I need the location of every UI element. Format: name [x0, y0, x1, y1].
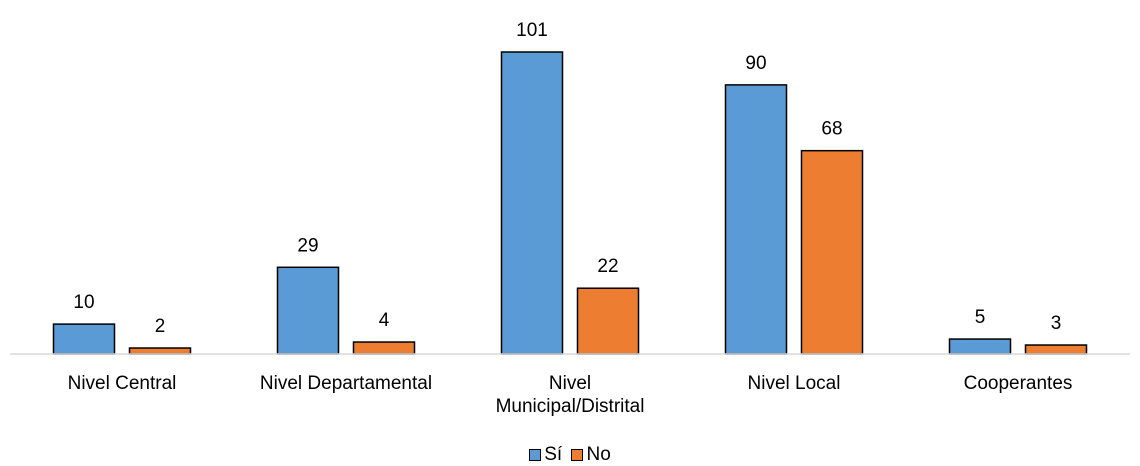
legend-label-no: No: [586, 444, 611, 465]
data-label-no-3: 68: [821, 119, 842, 140]
category-label-4: Cooperantes: [963, 373, 1073, 394]
bar-no-0: [128, 347, 192, 355]
bar-no-4: [1024, 344, 1088, 355]
bar-si-1: [276, 266, 340, 355]
category-label-0: Nivel Central: [67, 373, 177, 394]
category-label-3: Nivel Local: [747, 373, 841, 394]
data-label-si-3: 90: [745, 53, 766, 74]
bar-no-1: [352, 341, 416, 355]
bar-no-3: [800, 149, 864, 355]
legend-item-si: Sí: [529, 445, 562, 465]
data-label-si-2: 101: [516, 20, 548, 41]
category-label-2: Nivel Municipal/Distrital: [495, 373, 645, 417]
legend-swatch-si: [529, 449, 542, 461]
legend-swatch-no: [571, 449, 584, 461]
bar-si-3: [724, 84, 788, 355]
category-label-1: Nivel Departamental: [259, 373, 433, 394]
data-label-no-4: 3: [1051, 313, 1062, 334]
legend: Sí No: [0, 445, 1140, 466]
data-label-no-1: 4: [379, 310, 390, 331]
bar-si-4: [948, 338, 1012, 355]
legend-label-si: Sí: [544, 444, 563, 465]
data-label-si-0: 10: [73, 292, 94, 313]
data-label-si-1: 29: [297, 235, 318, 256]
data-label-no-0: 2: [155, 316, 166, 337]
data-label-si-4: 5: [975, 307, 986, 328]
data-label-no-2: 22: [597, 256, 618, 277]
legend-item-no: No: [571, 444, 611, 465]
bar-no-2: [576, 287, 640, 355]
bar-si-0: [52, 323, 116, 355]
bar-si-2: [500, 51, 564, 355]
